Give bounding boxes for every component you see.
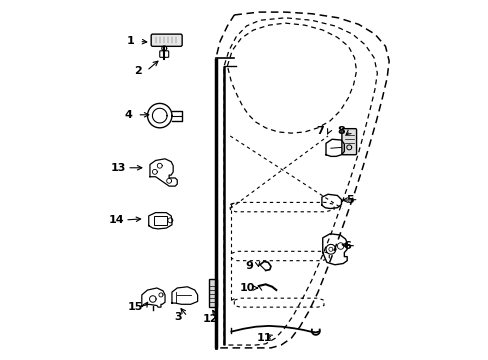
Bar bbox=[154, 216, 167, 225]
Text: 1: 1 bbox=[126, 36, 134, 46]
Bar bbox=[208, 279, 216, 307]
Text: 7: 7 bbox=[315, 126, 323, 136]
Text: 5: 5 bbox=[345, 194, 353, 204]
Text: 15: 15 bbox=[127, 302, 142, 312]
Text: 6: 6 bbox=[343, 241, 350, 251]
Text: 4: 4 bbox=[124, 110, 132, 120]
FancyBboxPatch shape bbox=[151, 34, 182, 46]
Text: 3: 3 bbox=[174, 311, 182, 321]
Text: 12: 12 bbox=[202, 314, 218, 324]
FancyBboxPatch shape bbox=[341, 129, 356, 155]
Text: 10: 10 bbox=[240, 283, 255, 293]
FancyBboxPatch shape bbox=[160, 51, 168, 57]
Text: 8: 8 bbox=[337, 126, 345, 136]
Text: 2: 2 bbox=[134, 66, 142, 76]
Text: 9: 9 bbox=[245, 261, 253, 271]
Text: 14: 14 bbox=[108, 215, 123, 225]
Text: 11: 11 bbox=[256, 333, 271, 343]
Text: 13: 13 bbox=[110, 163, 125, 173]
